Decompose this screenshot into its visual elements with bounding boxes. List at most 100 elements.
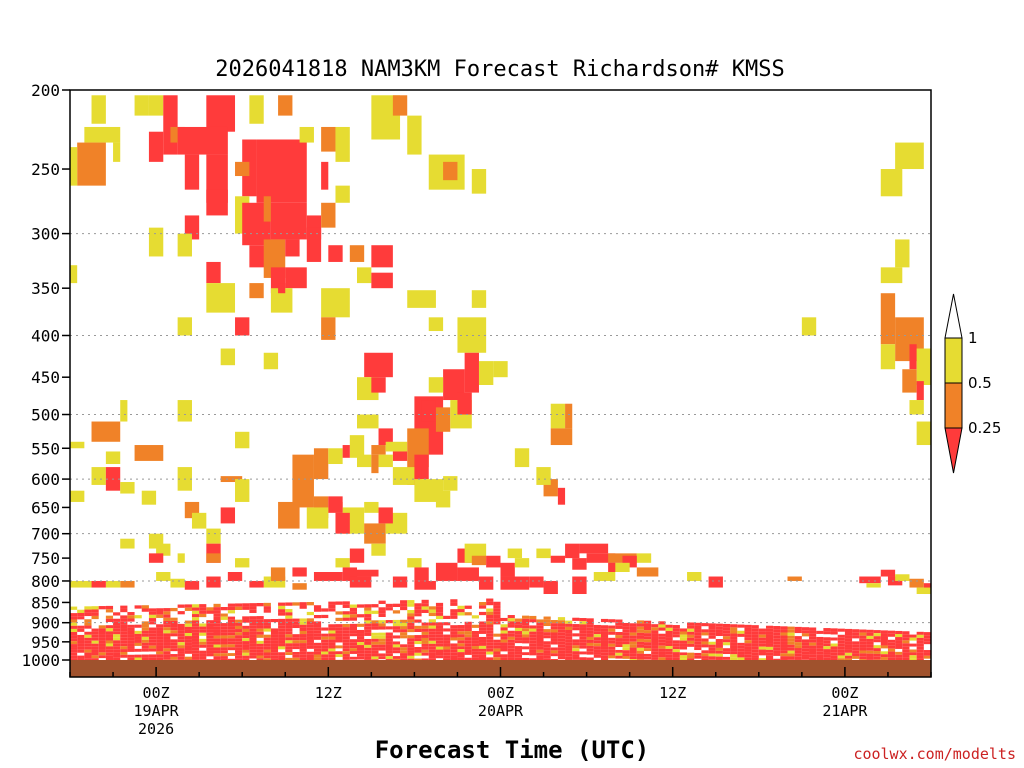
surface-cell [665,637,673,641]
surface-cell [428,640,436,644]
heatmap-cell [435,490,451,508]
surface-cell [249,616,257,620]
surface-cell [177,656,185,660]
surface-cell [235,606,243,610]
surface-cell [435,606,444,610]
surface-cell [450,637,458,641]
surface-cell [600,652,609,656]
surface-cell [744,627,752,632]
surface-cell [421,652,429,656]
surface-cell [536,658,544,662]
surface-cell [227,626,236,630]
surface-cell [722,639,731,643]
surface-cell [636,644,644,648]
surface-cell [557,620,566,624]
surface-cell [636,632,644,636]
surface-cell [206,610,214,614]
heatmap-cell [285,267,307,289]
heatmap-cell [206,528,221,544]
surface-cell [70,635,78,639]
surface-cell [191,617,200,621]
surface-cell [428,612,436,617]
surface-cell [579,621,587,625]
surface-cell [687,643,695,647]
surface-cell [622,655,630,659]
surface-cell [227,603,236,607]
surface-cell [672,655,680,658]
surface-cell [292,643,300,647]
surface-cell [450,628,458,632]
surface-cell [600,649,609,653]
heatmap-cell [421,400,436,422]
surface-cell [572,642,580,646]
surface-cell [328,639,336,643]
surface-cell [579,633,587,637]
surface-cell [687,628,695,632]
surface-cell [622,622,630,627]
heatmap-cell [105,451,121,465]
surface-cell [830,637,838,641]
surface-cell [313,608,322,612]
surface-cell [665,654,673,658]
surface-cell [357,645,365,648]
surface-cell [443,634,451,638]
surface-cell [285,643,293,647]
surface-cell [148,642,157,646]
heatmap-cell [321,161,329,190]
surface-cell [364,644,372,648]
heatmap-cell [392,451,408,461]
surface-cell [665,648,673,652]
surface-cell [385,656,393,660]
surface-cell [235,655,243,659]
surface-cell [629,632,637,636]
surface-cell [113,640,121,644]
surface-cell [357,633,365,637]
surface-cell [113,646,121,650]
surface-cell [615,619,623,623]
surface-cell [184,645,192,648]
surface-cell [450,655,458,658]
surface-cell [335,627,343,631]
surface-cell [77,625,85,629]
surface-cell [758,658,766,662]
heatmap-cell [371,445,386,455]
surface-cell [242,606,250,610]
surface-cell [120,608,128,613]
surface-cell [902,631,910,635]
surface-cell [622,644,630,648]
surface-cell [478,654,487,658]
surface-cell [435,625,444,629]
surface-cell [299,630,307,635]
surface-cell [679,646,688,650]
surface-cell [213,603,221,608]
surface-cell [191,632,200,636]
heatmap-cell [428,317,444,332]
surface-cell [586,657,594,661]
surface-cell [765,637,774,641]
heatmap-cell [120,538,135,549]
heatmap-cell [249,95,264,124]
surface-cell [493,642,501,646]
surface-cell [522,640,530,644]
heatmap-cell [687,572,702,581]
y-tick-label: 650 [31,498,60,517]
surface-cell [457,634,465,638]
surface-cell [328,651,336,655]
surface-cell [644,656,652,660]
credit-text[interactable]: coolwx.com/modelts [853,745,1016,763]
surface-cell [536,622,544,626]
surface-cell [220,653,228,657]
surface-cell [887,630,896,634]
surface-cell [859,647,867,651]
heatmap-cell [916,381,924,401]
surface-cell [629,653,637,657]
surface-cell [787,638,795,642]
surface-cell [572,654,580,657]
surface-cell [557,638,566,642]
surface-cell [536,646,544,650]
surface-cell [500,617,508,622]
surface-cell [514,657,523,661]
surface-cell [400,626,408,630]
surface-cell [156,648,164,652]
surface-cell [450,615,458,619]
